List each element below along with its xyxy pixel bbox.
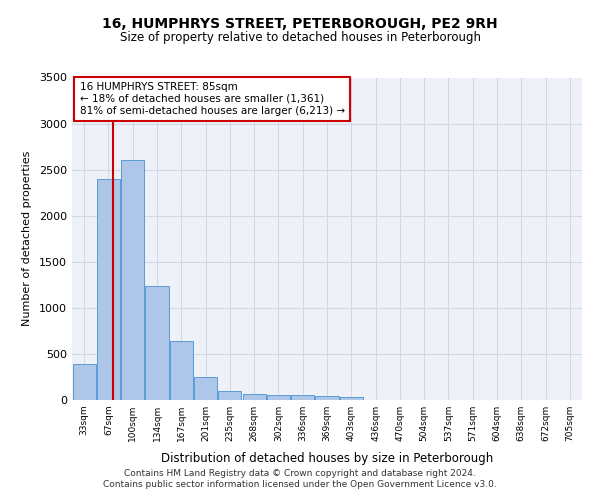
Bar [267,395,290,400]
Bar [73,364,95,400]
Bar [218,391,241,400]
Bar [316,396,338,400]
Bar [194,376,217,400]
Y-axis label: Number of detached properties: Number of detached properties [22,151,32,326]
Text: Contains public sector information licensed under the Open Government Licence v3: Contains public sector information licen… [103,480,497,489]
Bar [97,179,120,400]
X-axis label: Distribution of detached houses by size in Peterborough: Distribution of detached houses by size … [161,452,493,466]
Bar [170,341,193,400]
Bar [121,160,144,400]
Text: Size of property relative to detached houses in Peterborough: Size of property relative to detached ho… [119,31,481,44]
Text: 16 HUMPHRYS STREET: 85sqm
← 18% of detached houses are smaller (1,361)
81% of se: 16 HUMPHRYS STREET: 85sqm ← 18% of detac… [80,82,345,116]
Text: 16, HUMPHRYS STREET, PETERBOROUGH, PE2 9RH: 16, HUMPHRYS STREET, PETERBOROUGH, PE2 9… [102,18,498,32]
Bar [340,397,363,400]
Text: Contains HM Land Registry data © Crown copyright and database right 2024.: Contains HM Land Registry data © Crown c… [124,468,476,477]
Bar [242,394,266,400]
Bar [291,396,314,400]
Bar [145,286,169,400]
